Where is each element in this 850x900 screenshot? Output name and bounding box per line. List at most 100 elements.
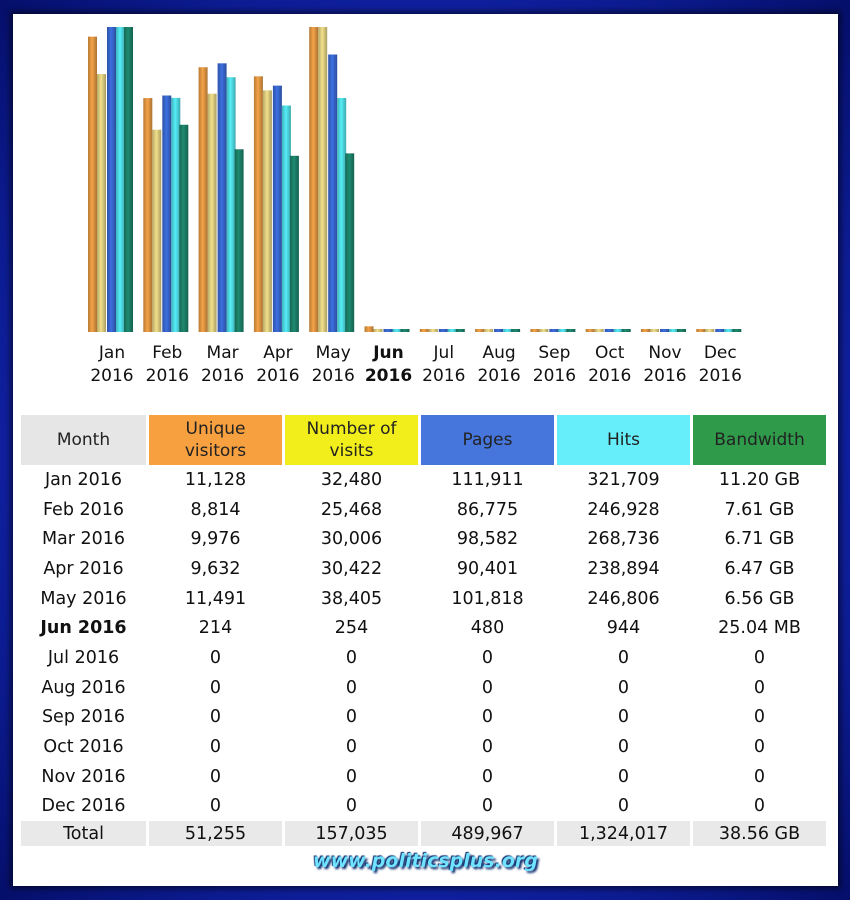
table-row: Oct 2016 0 0 0 0 0 (21, 732, 826, 762)
bar-number-of-visits-oct-2016 (594, 329, 604, 332)
cell-unique-visitors: 9,976 (190, 529, 241, 550)
bar-unique-visitors-may-2016 (309, 27, 319, 332)
cell-month: Jun 2016 (40, 618, 127, 639)
bar-hits-apr-2016 (281, 105, 291, 332)
cell-unique-visitors: 11,491 (184, 588, 247, 609)
x-tick-month-label: Feb (152, 343, 182, 363)
cell-bandwidth: 11.20 GB (718, 469, 801, 490)
bar-pages-may-2016 (328, 54, 338, 332)
bar-pages-jan-2016 (107, 27, 116, 332)
x-tick-year-label: 2016 (477, 366, 520, 386)
cell-number-of-visits: 0 (345, 737, 358, 758)
cell-pages: 101,818 (451, 588, 524, 609)
total-month: Total (21, 821, 146, 847)
cell-pages: 86,775 (456, 499, 519, 520)
bar-bandwidth-may-2016 (345, 153, 355, 332)
cell-month: Feb 2016 (42, 499, 125, 520)
x-tick-month-label: May (316, 343, 351, 363)
cell-pages: 0 (481, 677, 494, 698)
bar-hits-feb-2016 (171, 97, 181, 332)
bar-pages-nov-2016 (660, 329, 669, 332)
cell-month: Apr 2016 (43, 558, 124, 579)
cell-bandwidth: 6.47 GB (724, 558, 795, 579)
cell-bandwidth: 0 (753, 677, 766, 698)
cell-bandwidth: 7.61 GB (724, 499, 795, 520)
bar-unique-visitors-feb-2016 (143, 98, 153, 332)
cell-month: Mar 2016 (41, 529, 126, 550)
bar-pages-aug-2016 (494, 329, 504, 332)
table-header-row: Month Unique visitors Number of visits P… (21, 415, 826, 465)
x-tick-month-label: Jan (98, 343, 125, 363)
x-tick-year-label: 2016 (699, 366, 742, 386)
cell-hits: 0 (617, 677, 630, 698)
bar-bandwidth-oct-2016 (621, 329, 631, 332)
bar-hits-may-2016 (337, 98, 347, 333)
bar-number-of-visits-feb-2016 (152, 129, 162, 332)
bar-hits-jun-2016 (392, 329, 402, 332)
bar-unique-visitors-jun-2016 (364, 326, 374, 332)
bar-bandwidth-sep-2016 (566, 329, 576, 332)
bar-bandwidth-apr-2016 (289, 155, 299, 332)
header-unique-visitors: Unique visitors (149, 415, 282, 465)
x-tick-year-label: 2016 (90, 366, 133, 386)
cell-unique-visitors: 0 (209, 766, 222, 787)
content-panel: Jan 2016 Feb 2016 Mar 2016 Apr 2016 May 2016 Jun 20… (13, 14, 838, 886)
bar-hits-aug-2016 (503, 329, 513, 332)
cell-month: May 2016 (40, 588, 127, 609)
cell-number-of-visits: 0 (345, 677, 358, 698)
bar-hits-nov-2016 (669, 329, 678, 332)
bar-hits-oct-2016 (613, 329, 623, 332)
x-tick-month-label: Jun (372, 343, 404, 363)
cell-hits: 246,928 (587, 499, 660, 520)
cell-hits: 0 (617, 766, 630, 787)
bar-unique-visitors-sep-2016 (530, 329, 540, 332)
bar-bandwidth-jan-2016 (124, 27, 133, 332)
bar-unique-visitors-jul-2016 (419, 329, 429, 332)
bar-bandwidth-mar-2016 (234, 149, 244, 332)
table-row: Dec 2016 0 0 0 0 0 (21, 792, 826, 822)
cell-pages: 0 (481, 707, 494, 728)
table-body: Jan 2016 11,128 32,480 111,911 321,709 11.20 … (21, 465, 826, 847)
cell-unique-visitors: 214 (198, 618, 233, 639)
x-tick-year-label: 2016 (146, 366, 189, 386)
cell-bandwidth: 6.71 GB (724, 529, 795, 550)
monthly-bar-chart: Jan 2016 Feb 2016 Mar 2016 Apr 2016 May 2016 Jun 20… (88, 27, 742, 386)
total-pages: 489,967 (421, 821, 554, 847)
cell-hits: 0 (617, 707, 630, 728)
bar-hits-dec-2016 (724, 329, 734, 332)
x-tick-year-label: 2016 (422, 366, 465, 386)
table-row: Apr 2016 9,632 30,422 90,401 238,894 6.47 GB (21, 554, 826, 584)
cell-number-of-visits: 32,480 (320, 469, 383, 490)
cell-number-of-visits: 25,468 (320, 499, 383, 520)
bar-pages-jul-2016 (438, 329, 448, 332)
bar-bandwidth-feb-2016 (179, 124, 189, 332)
total-bandwidth: 38.56 GB (693, 821, 826, 847)
cell-number-of-visits: 30,006 (320, 529, 383, 550)
bar-number-of-visits-mar-2016 (207, 93, 217, 333)
table-row: Feb 2016 8,814 25,468 86,775 246,928 7.61 GB (21, 495, 826, 525)
bar-number-of-visits-jan-2016 (97, 74, 106, 333)
table-row: May 2016 11,491 38,405 101,818 246,806 6.56 G… (21, 584, 826, 614)
cell-hits: 0 (617, 647, 630, 668)
bar-pages-sep-2016 (549, 329, 559, 332)
bar-pages-feb-2016 (162, 95, 172, 332)
bar-bandwidth-jul-2016 (455, 329, 465, 332)
table-row: Jul 2016 0 0 0 0 0 (21, 643, 826, 673)
cell-unique-visitors: 11,128 (184, 469, 247, 490)
cell-month: Jan 2016 (44, 469, 123, 490)
monthly-stats-table: Month Unique visitors Number of visits P… (18, 415, 829, 847)
bar-hits-mar-2016 (226, 77, 236, 332)
x-tick-month-label: Dec (704, 343, 737, 363)
cell-unique-visitors: 0 (209, 677, 222, 698)
header-visits-line2: visits (329, 441, 374, 461)
cell-unique-visitors: 0 (209, 737, 222, 758)
cell-month: Oct 2016 (43, 737, 124, 758)
x-tick-year-label: 2016 (588, 366, 631, 386)
cell-month: Nov 2016 (41, 766, 126, 787)
x-tick-month-label: Sep (538, 343, 570, 363)
total-hits: 1,324,017 (557, 821, 690, 847)
cell-pages: 0 (481, 647, 494, 668)
cell-bandwidth: 6.56 GB (724, 588, 795, 609)
cell-number-of-visits: 0 (345, 647, 358, 668)
